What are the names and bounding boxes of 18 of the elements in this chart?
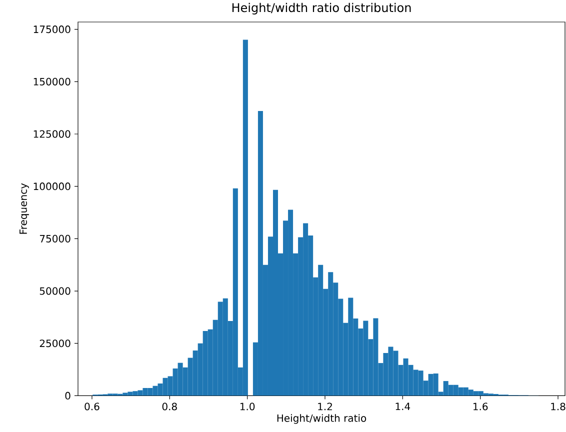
y-tick-label: 100000 <box>34 182 70 190</box>
chart-title: Height/width ratio distribution <box>232 2 411 14</box>
y-tick-label: 150000 <box>34 78 70 86</box>
x-tick-label: 1.0 <box>240 402 255 410</box>
x-tick-label: 1.8 <box>551 402 566 410</box>
y-tick-label: 125000 <box>34 130 70 138</box>
y-tick-label: 50000 <box>40 287 70 295</box>
y-tick-label: 75000 <box>40 234 70 242</box>
x-tick-label: 1.4 <box>396 402 410 410</box>
x-tick-label: 1.6 <box>473 402 488 410</box>
x-tick-label: 0.8 <box>162 402 177 410</box>
y-tick-label: 175000 <box>34 26 70 34</box>
y-tick-label: 0 <box>65 392 70 400</box>
y-axis-title: Frequency <box>20 183 29 234</box>
x-axis-title: Height/width ratio <box>277 414 366 424</box>
x-tick-label: 1.2 <box>318 402 332 410</box>
x-tick-label: 0.6 <box>84 402 100 410</box>
y-tick-label: 25000 <box>40 340 70 348</box>
